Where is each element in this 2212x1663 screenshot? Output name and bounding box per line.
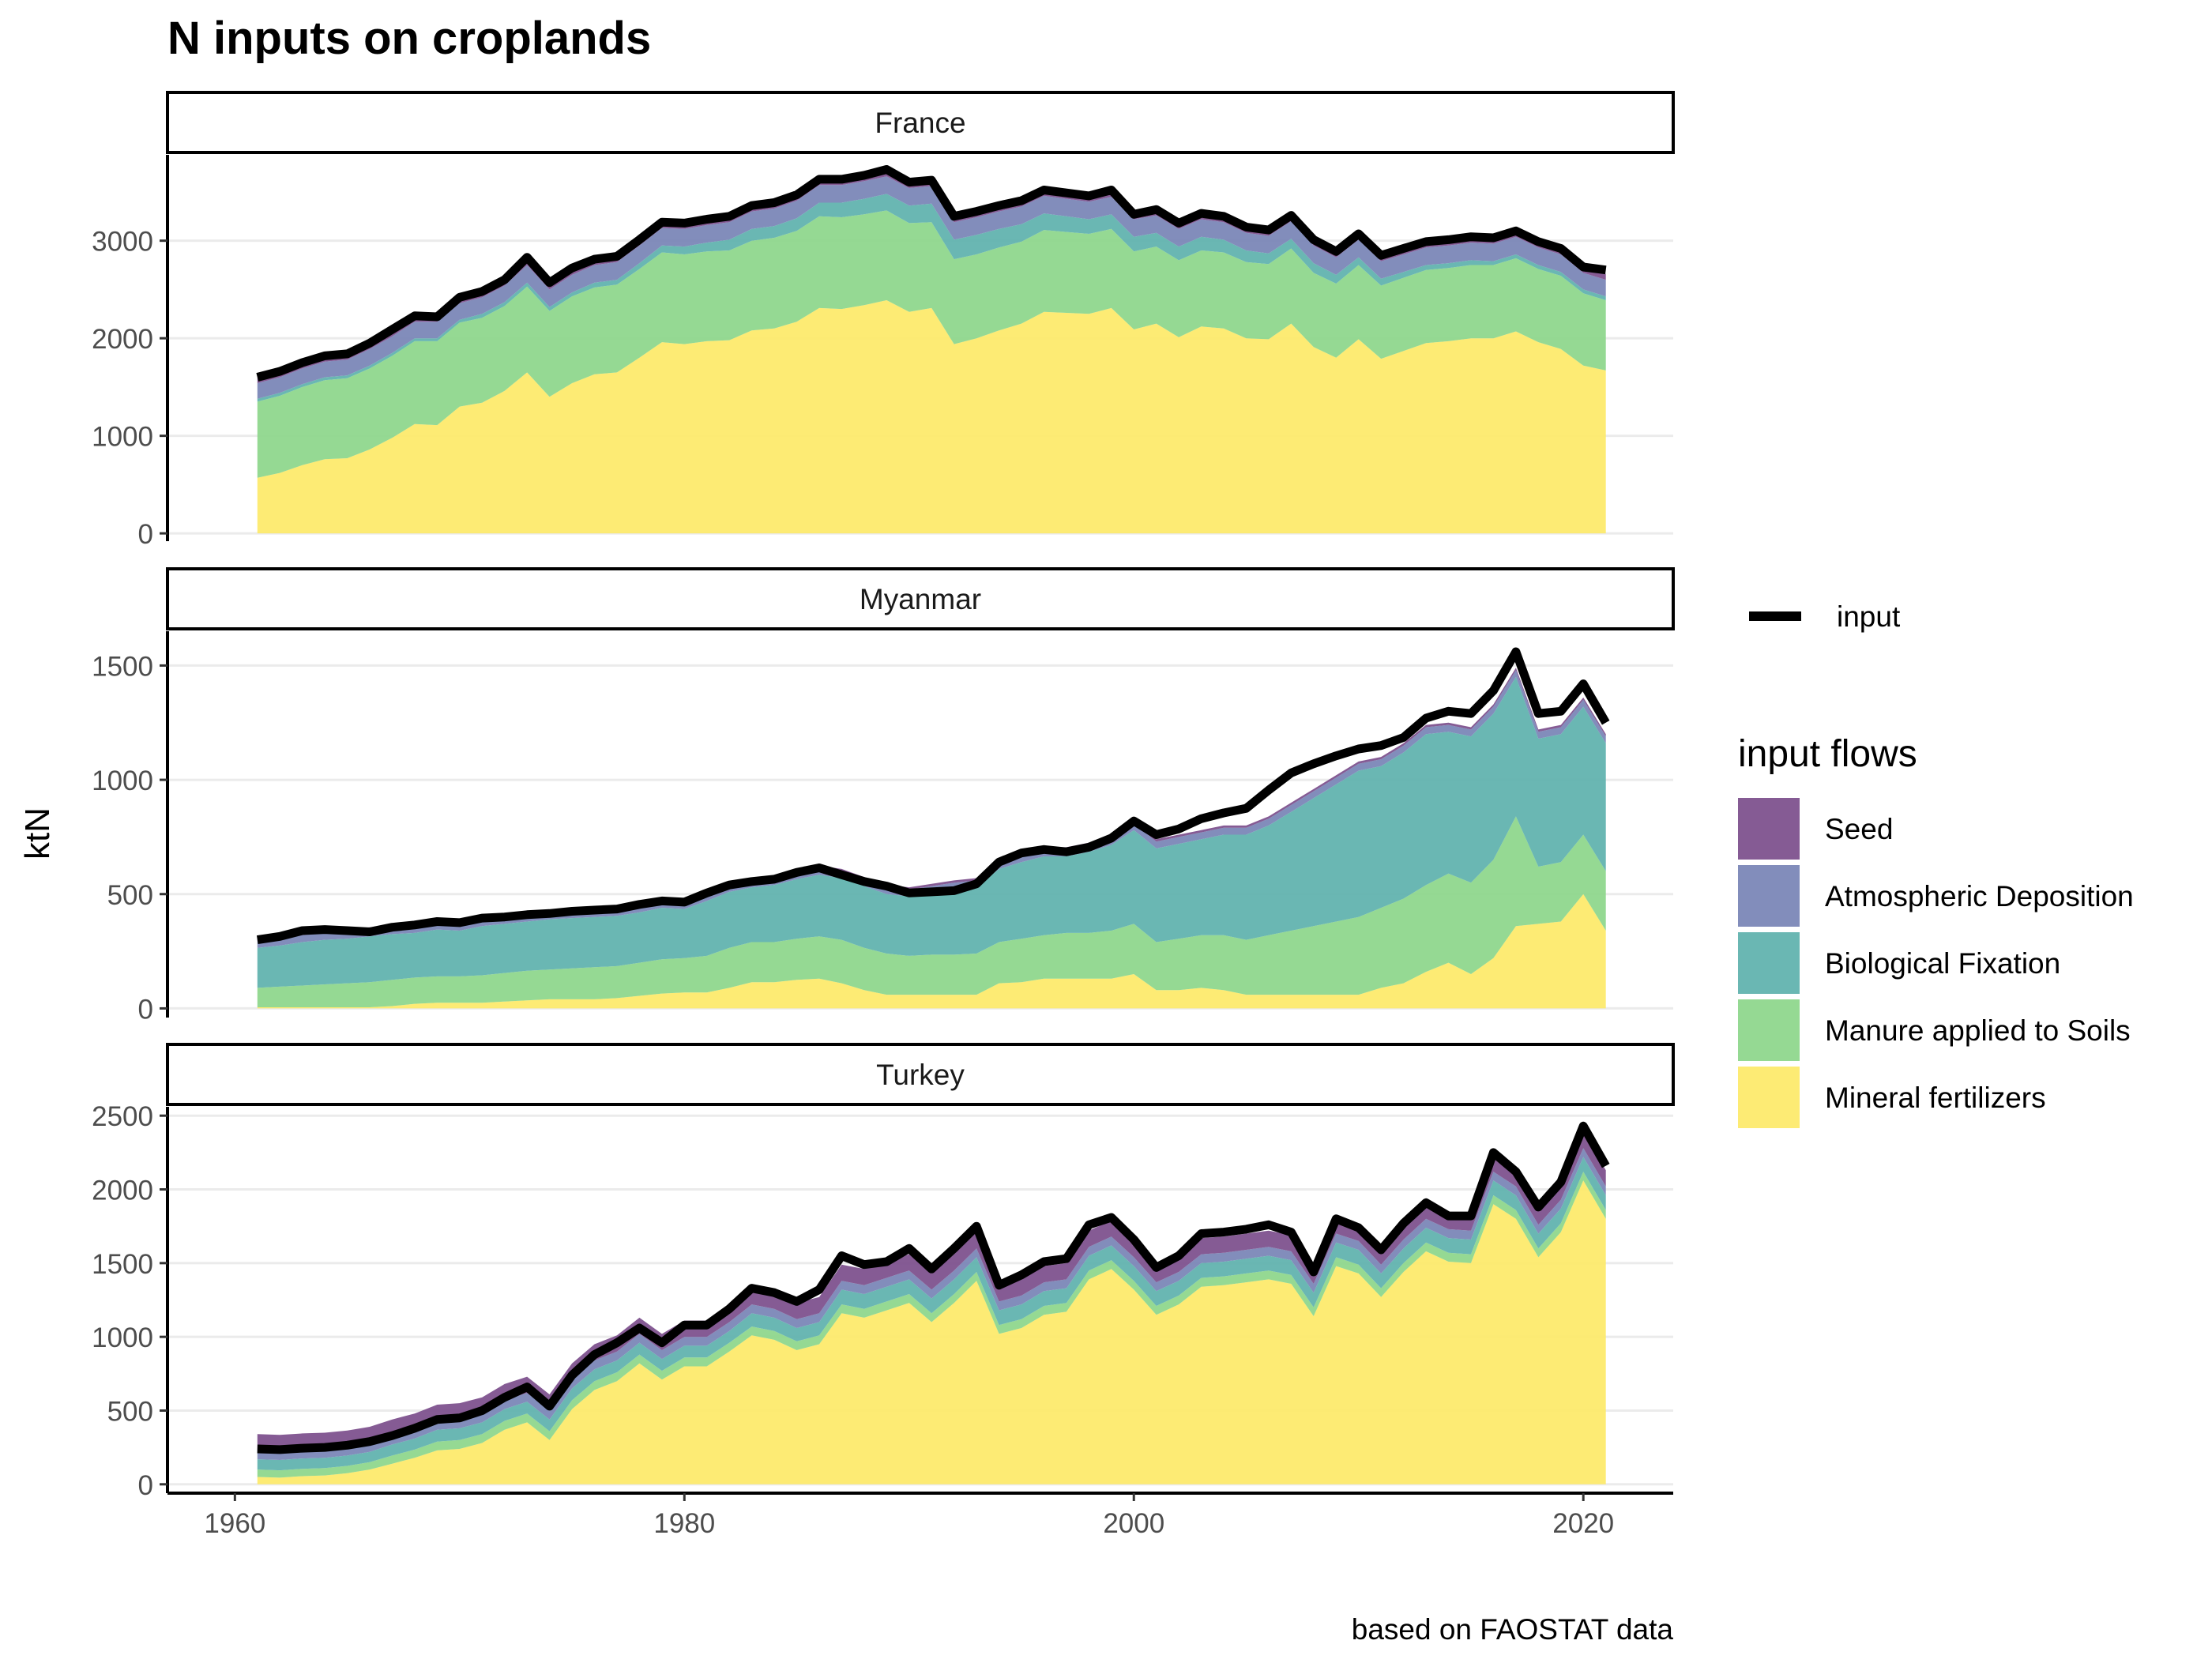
input-line xyxy=(257,1121,1610,1454)
legend-key-man xyxy=(1738,999,1800,1061)
legend-label: Atmospheric Deposition xyxy=(1825,880,2134,912)
y-tick-label: 1000 xyxy=(92,422,153,453)
area-man xyxy=(257,210,1606,478)
legend: input input flows Seed Atmospheric Depositi… xyxy=(1738,600,2134,1128)
area-fix xyxy=(257,676,1606,988)
y-tick-label: 1500 xyxy=(92,651,153,682)
x-axis: 1960 1980 2000 2020 xyxy=(167,1492,1673,1539)
legend-label: Manure applied to Soils xyxy=(1825,1014,2131,1047)
y-tick-label: 1000 xyxy=(92,1322,153,1353)
y-tick-label: 0 xyxy=(138,519,153,550)
y-tick-label: 500 xyxy=(107,880,153,911)
legend-key-min xyxy=(1738,1067,1800,1128)
x-tick-label: 1980 xyxy=(653,1508,715,1539)
legend-title: input flows xyxy=(1738,733,1917,775)
legend-label: Seed xyxy=(1825,813,1893,845)
x-tick-label: 1960 xyxy=(204,1508,265,1539)
area-min xyxy=(257,300,1606,534)
legend-key-seed xyxy=(1738,798,1800,860)
facet-strip xyxy=(166,1043,1675,1106)
caption: based on FAOSTAT data xyxy=(1352,1613,1674,1646)
facet-strip-label: Myanmar xyxy=(860,583,981,615)
input-line xyxy=(256,647,1610,945)
y-tick-label: 0 xyxy=(138,994,153,1025)
y-axis-label: ktN xyxy=(18,807,57,860)
y-tick-label: 3000 xyxy=(92,227,153,258)
facet-strip xyxy=(166,91,1675,154)
facet-panel-myanmar: Myanmar 0 500 1000 1500 xyxy=(92,567,1675,1025)
area-man xyxy=(257,816,1606,1007)
facet-strip-label: France xyxy=(875,107,965,139)
area-min xyxy=(257,1180,1606,1484)
legend-label: Mineral fertilizers xyxy=(1825,1082,2046,1114)
input-line xyxy=(256,165,1607,382)
area-min xyxy=(257,894,1606,1009)
facet-panel-turkey: Turkey 0 500 1000 1500 2000 2500 xyxy=(92,1043,1675,1501)
legend-key-atmo xyxy=(1738,865,1800,927)
facet-panels: France0100020003000Myanmar050010001500Tu… xyxy=(92,91,1675,1501)
x-tick-label: 2020 xyxy=(1552,1508,1614,1539)
y-tick-label: 1500 xyxy=(92,1249,153,1280)
facet-strip-label: Turkey xyxy=(876,1059,965,1091)
y-tick-label: 0 xyxy=(138,1470,153,1501)
y-tick-label: 500 xyxy=(107,1396,153,1427)
legend-key-fix xyxy=(1738,932,1800,994)
x-tick-label: 2000 xyxy=(1103,1508,1164,1539)
y-tick-label: 1000 xyxy=(92,766,153,796)
chart-title: N inputs on croplands xyxy=(167,13,651,64)
facet-strip xyxy=(166,567,1675,630)
y-tick-label: 2000 xyxy=(92,324,153,355)
legend-label: Biological Fixation xyxy=(1825,947,2060,980)
legend-line-label: input xyxy=(1837,600,1901,633)
y-tick-label: 2000 xyxy=(92,1176,153,1206)
facet-panel-france: France 0 1000 2000 3000 xyxy=(92,91,1675,550)
y-tick-label: 2500 xyxy=(92,1101,153,1132)
